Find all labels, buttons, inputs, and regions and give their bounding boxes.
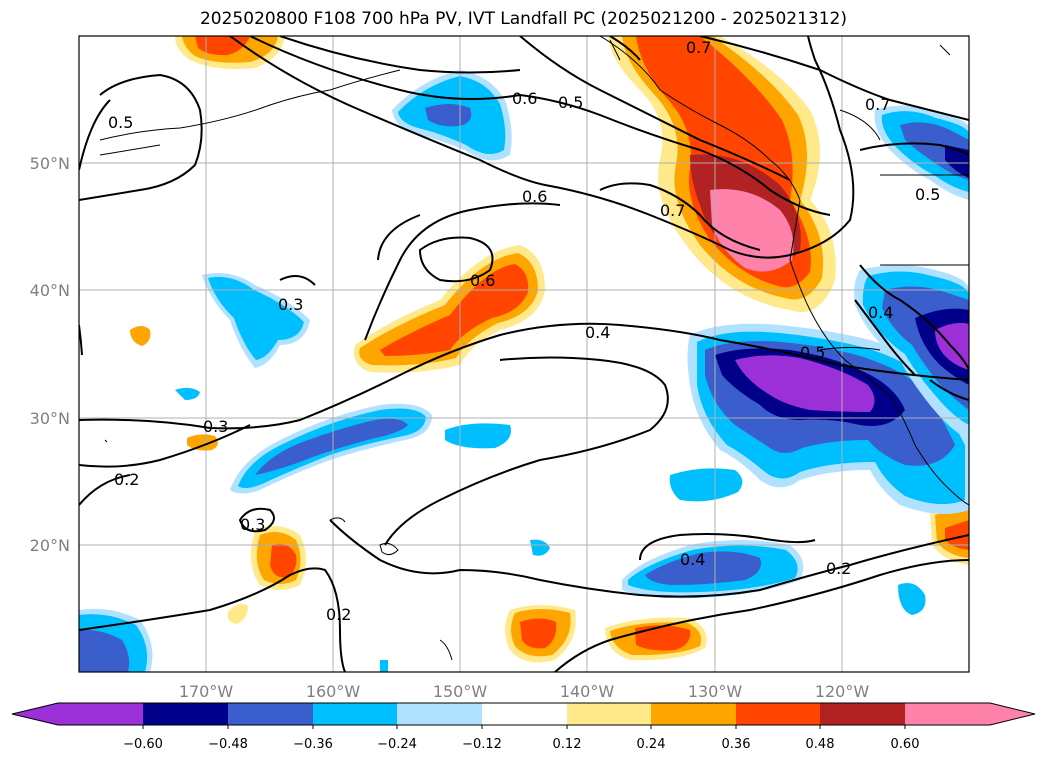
colorbar-tick-label: 0.12 — [553, 737, 582, 752]
contour-labels: 0.7 0.5 0.6 0.5 0.6 0.7 0.7 0.5 0.6 0.3 … — [108, 38, 940, 624]
lat-label: 40°N — [30, 281, 70, 300]
map-panel: 0.7 0.5 0.6 0.5 0.6 0.7 0.7 0.5 0.6 0.3 … — [79, 36, 969, 672]
negative-anomaly-patches — [79, 70, 969, 672]
lat-label: 50°N — [30, 154, 70, 173]
colorbar-tick-label: −0.24 — [377, 737, 417, 752]
lon-label: 120°W — [815, 682, 870, 701]
contour-label: 0.4 — [868, 303, 893, 322]
contour-label: 0.2 — [114, 470, 139, 489]
contour-label: 0.7 — [686, 38, 711, 57]
colorbar-tick-label: −0.12 — [462, 737, 502, 752]
lon-label: 130°W — [688, 682, 743, 701]
colorbar-swatch — [736, 703, 820, 725]
lon-label: 160°W — [306, 682, 361, 701]
colorbar-extend-high — [990, 703, 1035, 725]
contour-label: 0.5 — [915, 185, 940, 204]
gridlines — [79, 36, 969, 672]
colorbar-tick-label: 0.48 — [806, 737, 835, 752]
longitude-labels: 170°W 160°W 150°W 140°W 130°W 120°W — [179, 682, 870, 701]
contour-label: 0.3 — [240, 515, 265, 534]
contour-label: 0.5 — [558, 93, 583, 112]
contour-label: 0.2 — [326, 605, 351, 624]
contour-label: 0.3 — [203, 417, 228, 436]
map-title: 2025020800 F108 700 hPa PV, IVT Landfall… — [199, 9, 847, 29]
colorbar-swatch — [905, 703, 990, 725]
colorbar-extend-low — [12, 703, 58, 725]
contour-label: 0.6 — [522, 187, 547, 206]
colorbar-swatch — [313, 703, 397, 725]
contour-label: 0.3 — [278, 295, 303, 314]
contour-label: 0.6 — [470, 271, 495, 290]
colorbar-tick-label: −0.36 — [293, 737, 333, 752]
contour-label: 0.5 — [108, 113, 133, 132]
colorbar-tick-label: 0.36 — [722, 737, 751, 752]
map-frame — [78, 35, 970, 673]
lon-label: 150°W — [433, 682, 488, 701]
colorbar-tick-label: 0.24 — [637, 737, 666, 752]
colorbar-swatch — [482, 703, 567, 725]
contour-label: 0.7 — [865, 95, 890, 114]
contour-label: 0.4 — [680, 550, 705, 569]
pv-contours — [79, 36, 969, 672]
lat-label: 30°N — [30, 409, 70, 428]
colorbar-swatch — [397, 703, 482, 725]
coastlines — [99, 36, 969, 661]
colorbar-swatch — [58, 703, 143, 725]
contour-label: 0.2 — [826, 559, 851, 578]
lon-label: 170°W — [179, 682, 234, 701]
latitude-labels: 50°N 40°N 30°N 20°N — [30, 154, 70, 555]
colorbar-swatch — [567, 703, 651, 725]
colorbar-tick-label: −0.60 — [123, 737, 163, 752]
colorbar-swatch — [143, 703, 228, 725]
lon-label: 140°W — [560, 682, 615, 701]
lat-label: 20°N — [30, 536, 70, 555]
colorbar: −0.60 −0.48 −0.36 −0.24 −0.12 0.12 0.24 … — [11, 702, 1036, 752]
colorbar-swatch — [228, 703, 313, 725]
contour-label: 0.5 — [800, 343, 825, 362]
colorbar-tick-label: 0.60 — [891, 737, 920, 752]
colorbar-swatch — [820, 703, 905, 725]
colorbar-tick-label: −0.48 — [208, 737, 248, 752]
contour-label: 0.7 — [660, 201, 685, 220]
colorbar-swatch — [651, 703, 736, 725]
contour-label: 0.6 — [512, 89, 537, 108]
contour-label: 0.4 — [585, 323, 610, 342]
